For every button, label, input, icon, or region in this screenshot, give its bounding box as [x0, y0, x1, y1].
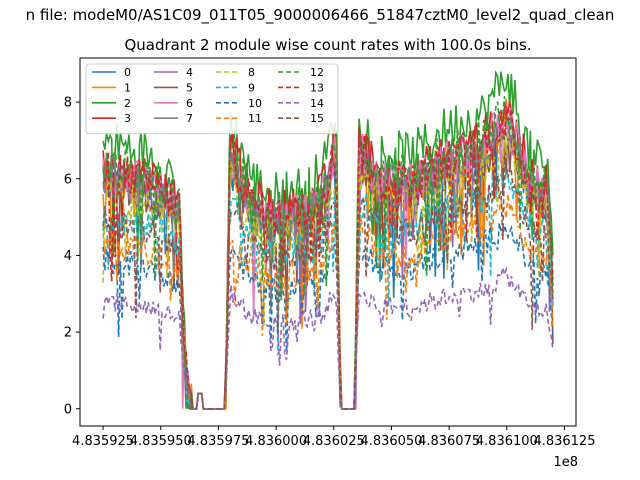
x-tick-label: 4.836100 — [476, 434, 538, 449]
series-line-12 — [102, 96, 554, 410]
legend-label-11: 11 — [248, 112, 262, 125]
x-tick-label: 4.835950 — [130, 434, 192, 449]
legend-label-1: 1 — [124, 81, 131, 94]
y-tick-label: 0 — [64, 402, 72, 417]
x-tick-label: 4.836025 — [303, 434, 365, 449]
figure-suptitle: n file: modeM0/AS1C09_011T05_9000006466_… — [26, 6, 615, 25]
x-tick-label: 4.836075 — [418, 434, 480, 449]
y-tick-label: 8 — [64, 96, 72, 111]
legend-label-3: 3 — [124, 112, 131, 125]
legend-label-13: 13 — [310, 81, 324, 94]
legend-label-7: 7 — [186, 112, 193, 125]
legend-label-15: 15 — [310, 112, 324, 125]
legend-label-8: 8 — [248, 66, 255, 79]
y-tick-label: 6 — [64, 172, 72, 187]
legend-label-10: 10 — [248, 97, 262, 110]
series-line-14 — [102, 266, 554, 410]
y-tick-label: 2 — [64, 326, 72, 341]
axes: 4.8359254.8359504.8359754.8360004.836025… — [64, 57, 595, 449]
legend-label-12: 12 — [310, 66, 324, 79]
axes-frame — [79, 57, 577, 427]
series-line-13 — [102, 108, 554, 410]
x-tick-label: 4.835975 — [187, 434, 249, 449]
legend-label-9: 9 — [248, 81, 255, 94]
legend-label-14: 14 — [310, 97, 324, 110]
legend-label-4: 4 — [186, 66, 193, 79]
series-line-15 — [102, 160, 554, 410]
y-tick-label: 4 — [64, 249, 72, 264]
x-tick-label: 4.836000 — [245, 434, 307, 449]
x-offset-label: 1e8 — [553, 455, 578, 470]
legend-box — [85, 63, 339, 135]
legend-label-5: 5 — [186, 81, 193, 94]
chart-title: Quadrant 2 module wise count rates with … — [124, 36, 531, 54]
legend-label-0: 0 — [124, 66, 131, 79]
legend-label-2: 2 — [124, 97, 131, 110]
series-line-11 — [102, 193, 554, 410]
legend-label-6: 6 — [186, 97, 193, 110]
x-tick-label: 4.836125 — [533, 434, 595, 449]
plot-area — [102, 69, 554, 411]
x-tick-label: 4.835925 — [72, 434, 134, 449]
x-tick-label: 4.836050 — [360, 434, 422, 449]
